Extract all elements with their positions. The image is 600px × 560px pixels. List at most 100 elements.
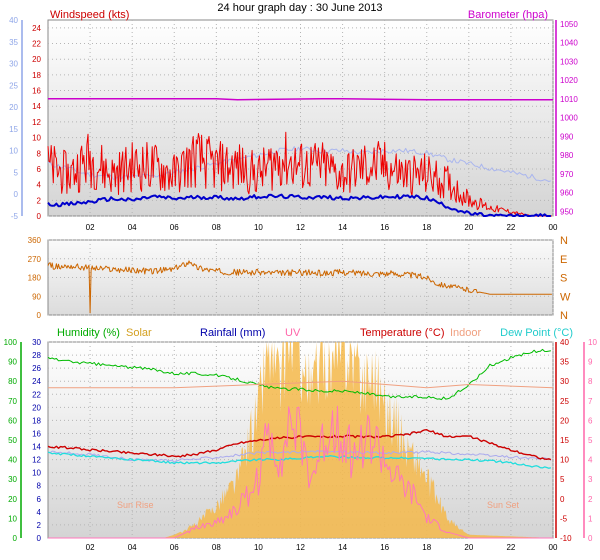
rainfall-tick-label: 12 xyxy=(32,456,41,465)
outer-axis-tick-label: 35 xyxy=(9,38,18,47)
direction-tick-label: 180 xyxy=(28,274,42,283)
rainfall-tick-label: 8 xyxy=(37,482,42,491)
rainfall-tick-label: 22 xyxy=(32,390,41,399)
compass-tick-label: N xyxy=(560,235,568,247)
uv-tick-label: 2 xyxy=(588,495,593,504)
humidity-tick-label: 20 xyxy=(8,495,17,504)
rainfall-tick-label: 6 xyxy=(37,495,42,504)
x-tick-label: 22 xyxy=(506,223,515,232)
x-tick-label: 14 xyxy=(338,543,347,552)
temperature-tick-label: -5 xyxy=(560,514,568,523)
humidity-tick-label: 70 xyxy=(8,397,17,406)
x-tick-label: 18 xyxy=(422,223,431,232)
barometer-tick-label: 1030 xyxy=(560,57,578,66)
windspeed-tick-label: 10 xyxy=(32,134,41,143)
barometer-axis-label: Barometer (hpa) xyxy=(468,9,548,21)
x-tick-label: 20 xyxy=(464,543,473,552)
windspeed-axis-label: Windspeed (kts) xyxy=(50,9,129,21)
temperature-tick-label: 35 xyxy=(560,358,569,367)
wind-direction-line xyxy=(47,260,552,314)
temperature-tick-label: 0 xyxy=(560,495,565,504)
outer-axis-tick-label: 0 xyxy=(14,190,19,199)
temperature-tick-label: 5 xyxy=(560,475,565,484)
x-tick-label: 04 xyxy=(128,543,137,552)
x-tick-label: 12 xyxy=(296,223,305,232)
windspeed-tick-label: 2 xyxy=(37,196,42,205)
compass-tick-label: N xyxy=(560,310,568,322)
temperature-tick-label: 40 xyxy=(560,338,569,347)
barometer-tick-label: 970 xyxy=(560,170,574,179)
outer-axis-tick-label: 15 xyxy=(9,125,18,134)
rainfall-tick-label: 30 xyxy=(32,338,41,347)
temperature-tick-label: 20 xyxy=(560,416,569,425)
humidity-tick-label: 30 xyxy=(8,475,17,484)
outer-axis-tick-label: 20 xyxy=(9,103,18,112)
page-title: 24 hour graph day : 30 June 2013 xyxy=(217,2,382,14)
x-tick-label: 00 xyxy=(549,543,558,552)
uv-tick-label: 0 xyxy=(588,534,593,543)
temperature-tick-label: 10 xyxy=(560,456,569,465)
dewpoint-line xyxy=(47,451,552,469)
rainfall-tick-label: 14 xyxy=(32,443,41,452)
solar-area xyxy=(48,342,553,538)
direction-tick-label: 0 xyxy=(37,311,42,320)
barometer-tick-label: 1040 xyxy=(560,39,578,48)
humidity-tick-label: 50 xyxy=(8,436,17,445)
compass-tick-label: W xyxy=(560,291,571,303)
outer-axis-tick-label: 30 xyxy=(9,60,18,69)
windspeed-tick-label: 6 xyxy=(37,165,42,174)
outer-axis-tick-label: 10 xyxy=(9,147,18,156)
barometer-line xyxy=(48,98,553,101)
windgust-line xyxy=(47,131,552,217)
x-tick-label: 10 xyxy=(254,223,263,232)
sunset-annotation: Sun Set xyxy=(487,500,520,510)
barometer-tick-label: 950 xyxy=(560,207,574,216)
rainfall-tick-label: 0 xyxy=(37,534,42,543)
barometer-tick-label: 980 xyxy=(560,151,574,160)
rainfall-tick-label: 4 xyxy=(37,508,42,517)
outer-axis-tick-label: 25 xyxy=(9,81,18,90)
x-tick-label: 08 xyxy=(212,543,221,552)
humidity-legend-label: Humidity (%) xyxy=(57,327,120,339)
windspeed-avg-line xyxy=(47,193,551,217)
rainfall-tick-label: 24 xyxy=(32,377,41,386)
barometer-tick-label: 960 xyxy=(560,189,574,198)
solar-legend-label: Solar xyxy=(126,327,152,339)
direction-tick-label: 90 xyxy=(32,292,41,301)
outer-axis-tick-label: 40 xyxy=(9,16,18,25)
temperature-line xyxy=(47,429,552,461)
outer-axis-tick-label: 5 xyxy=(14,168,19,177)
barometer-tick-label: 1020 xyxy=(560,76,578,85)
temperature-tick-label: 15 xyxy=(560,436,569,445)
barometer-tick-label: 1010 xyxy=(560,95,578,104)
temperature-tick-label: -10 xyxy=(560,534,572,543)
rainfall-tick-label: 26 xyxy=(32,364,41,373)
direction-tick-label: 270 xyxy=(28,255,42,264)
rainfall-tick-label: 28 xyxy=(32,351,41,360)
windspeed-tick-label: 24 xyxy=(32,24,41,33)
rainfall-tick-label: 16 xyxy=(32,429,41,438)
rainfall-tick-label: 10 xyxy=(32,469,41,478)
uv-tick-label: 4 xyxy=(588,456,593,465)
humidity-tick-label: 40 xyxy=(8,456,17,465)
humidity-tick-label: 80 xyxy=(8,377,17,386)
windspeed-tick-label: 12 xyxy=(32,118,41,127)
uv-tick-label: 1 xyxy=(588,514,593,523)
humidity-tick-label: 100 xyxy=(4,338,18,347)
uv-tick-label: 7 xyxy=(588,397,593,406)
indoor-line xyxy=(48,380,554,389)
x-tick-label: 00 xyxy=(549,223,558,232)
barometer-tick-label: 990 xyxy=(560,132,574,141)
x-tick-label: 10 xyxy=(254,543,263,552)
temperature-tick-label: 25 xyxy=(560,397,569,406)
temperature-legend-label: Temperature (°C) xyxy=(360,327,444,339)
x-tick-label: 20 xyxy=(464,223,473,232)
x-tick-label: 06 xyxy=(170,543,179,552)
x-tick-label: 06 xyxy=(170,223,179,232)
uv-line xyxy=(48,405,553,539)
uv-tick-label: 10 xyxy=(588,338,597,347)
humidity-tick-label: 0 xyxy=(13,534,18,543)
uv-tick-label: 9 xyxy=(588,358,593,367)
